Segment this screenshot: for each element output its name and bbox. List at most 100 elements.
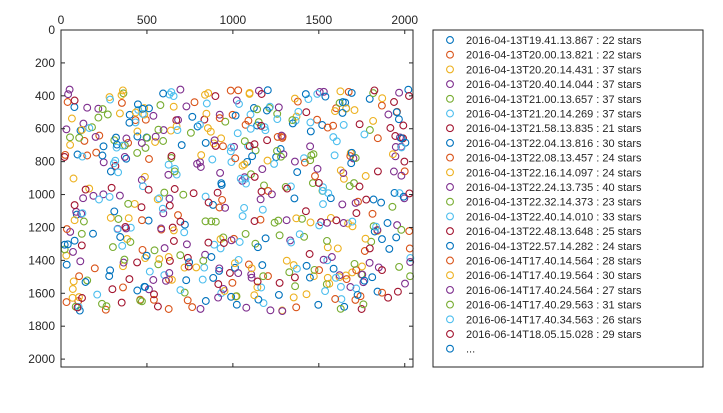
data-point: [373, 134, 382, 143]
data-point: [111, 162, 120, 170]
data-point: [347, 88, 356, 97]
data-point: [70, 96, 79, 105]
data-point: [106, 266, 115, 275]
data-point: [232, 300, 241, 309]
y-tick-label: 400: [35, 89, 55, 103]
data-point: [79, 194, 88, 203]
data-point: [323, 218, 331, 227]
legend-marker: [446, 183, 454, 191]
legend-entry-label: 2016-04-13T22.32.14.373 : 23 stars: [466, 197, 642, 209]
data-point: [226, 86, 235, 95]
data-point: [390, 98, 398, 106]
data-point: [339, 219, 348, 227]
data-point: [195, 120, 204, 129]
data-point: [347, 148, 356, 157]
data-point: [214, 293, 223, 302]
data-point: [368, 209, 377, 218]
data-point: [254, 295, 263, 304]
data-point: [68, 285, 77, 293]
data-point: [378, 94, 387, 103]
data-point: [368, 273, 377, 282]
data-point: [190, 98, 199, 107]
data-point: [113, 225, 122, 234]
data-point: [98, 299, 106, 308]
data-point: [248, 152, 257, 161]
data-point: [292, 303, 301, 312]
data-point: [211, 141, 220, 150]
data-point: [321, 92, 330, 101]
data-point: [68, 293, 77, 302]
data-point: [227, 143, 236, 152]
data-point: [385, 244, 394, 253]
data-point: [196, 304, 205, 313]
data-point: [309, 150, 318, 159]
data-point: [314, 178, 323, 187]
data-point: [106, 95, 115, 104]
data-point: [125, 118, 134, 127]
data-point: [202, 99, 211, 108]
data-point: [118, 141, 127, 150]
data-point: [144, 185, 153, 194]
data-point: [122, 154, 131, 163]
data-point: [117, 298, 126, 307]
data-point: [131, 108, 140, 117]
data-point: [329, 264, 338, 273]
data-point: [290, 157, 299, 166]
y-tick-label: 600: [35, 122, 55, 136]
data-point: [133, 127, 142, 136]
data-point: [365, 258, 374, 267]
data-point: [105, 192, 114, 201]
data-point: [69, 174, 78, 183]
data-point: [365, 126, 374, 134]
data-point: [273, 132, 282, 141]
legend-marker: [446, 344, 454, 353]
data-point: [149, 295, 158, 304]
data-point: [351, 198, 360, 207]
data-point: [336, 304, 345, 313]
data-point: [250, 217, 259, 226]
data-point: [65, 85, 74, 94]
data-point: [258, 205, 267, 214]
data-point: [185, 258, 194, 267]
data-point: [89, 229, 97, 238]
data-point: [330, 151, 339, 160]
data-point: [201, 297, 210, 305]
data-point: [78, 152, 87, 161]
data-point: [274, 103, 283, 112]
data-point: [240, 137, 249, 146]
data-point: [353, 290, 362, 299]
data-point: [323, 236, 331, 245]
data-point: [145, 155, 153, 163]
data-point: [170, 185, 179, 193]
data-point: [348, 222, 357, 231]
data-point: [373, 167, 382, 176]
data-point: [204, 238, 213, 247]
data-point: [393, 221, 402, 230]
data-point: [209, 139, 218, 148]
data-point: [282, 256, 291, 265]
data-point: [209, 200, 217, 209]
data-point: [394, 115, 403, 124]
data-point: [302, 108, 311, 117]
data-point: [115, 109, 124, 118]
data-point: [157, 224, 166, 233]
data-point: [293, 168, 302, 177]
data-point: [89, 191, 98, 200]
data-point: [214, 280, 223, 289]
data-point: [298, 214, 306, 223]
data-point: [231, 111, 240, 120]
data-point: [273, 115, 282, 124]
data-point: [305, 250, 314, 258]
data-point: [281, 182, 290, 191]
data-point: [77, 229, 86, 238]
data-point: [326, 194, 335, 203]
data-point: [264, 272, 272, 281]
data-point: [167, 152, 176, 160]
data-point: [117, 91, 126, 100]
data-point: [315, 87, 324, 96]
data-point: [274, 290, 283, 299]
legend-entry-label: 2016-04-13T22.24.13.735 : 40 stars: [466, 182, 642, 194]
data-point: [141, 283, 150, 291]
data-point: [392, 233, 401, 242]
data-point: [133, 100, 142, 109]
